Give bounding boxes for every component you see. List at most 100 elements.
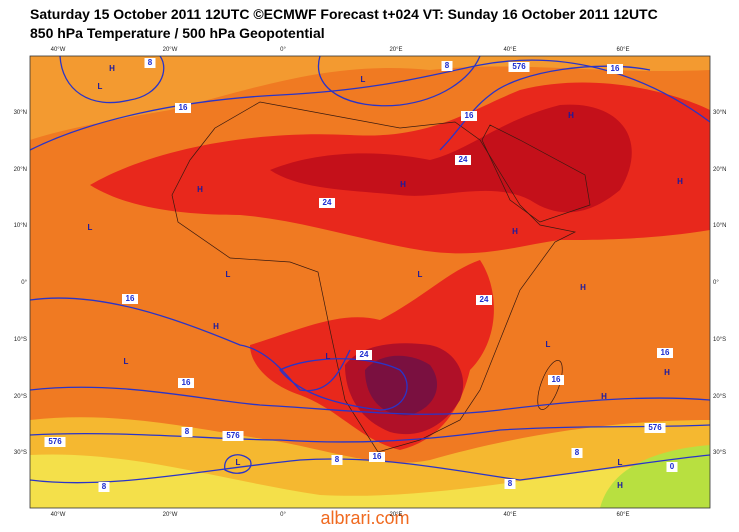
longitude-label: 20°E <box>389 512 402 518</box>
contour-label-box <box>356 350 372 360</box>
contour-label-box <box>508 62 530 72</box>
longitude-label: 0° <box>280 512 286 518</box>
contour-label: 24 <box>323 198 332 207</box>
warm-band <box>30 56 710 140</box>
contour-label: 16 <box>126 294 135 303</box>
contour-label: 8 <box>185 427 190 436</box>
contour-label-box <box>476 295 492 305</box>
cold-southeast <box>600 445 710 508</box>
longitude-label: 40°E <box>503 512 516 518</box>
latitude-label: 20°S <box>14 394 27 400</box>
pressure-center: L <box>618 458 623 467</box>
latitude-label: 30°N <box>713 110 726 116</box>
longitude-label: 40°W <box>51 47 66 53</box>
contour-label: 576 <box>226 431 240 440</box>
watermark: albrari.com <box>320 508 409 527</box>
pressure-center: H <box>617 481 623 490</box>
pressure-center: L <box>98 82 103 91</box>
contour-label: 16 <box>373 452 382 461</box>
contour-label-box <box>178 378 194 388</box>
pressure-center: L <box>226 270 231 279</box>
hotter-sahara <box>270 104 632 213</box>
contour-line <box>59 56 165 104</box>
pressure-center: H <box>197 185 203 194</box>
contour-label-box <box>222 431 244 441</box>
contour-label-box <box>44 437 66 447</box>
pressure-center: H <box>664 368 670 377</box>
pressure-center: L <box>418 270 423 279</box>
contour-label: 8 <box>102 482 107 491</box>
contour-label-box <box>644 423 666 433</box>
longitude-label: 20°W <box>163 47 178 53</box>
pressure-center: H <box>109 64 115 73</box>
hottest-south <box>365 355 438 416</box>
contour-label: 576 <box>48 437 62 446</box>
longitude-label: 40°E <box>503 47 516 53</box>
latitude-label: 10°N <box>713 223 726 229</box>
contour-label: 8 <box>445 61 450 70</box>
pressure-center: L <box>546 340 551 349</box>
cooler-south <box>30 454 710 508</box>
longitude-label: 60°E <box>616 512 629 518</box>
pressure-center: H <box>213 322 219 331</box>
pressure-center: H <box>512 227 518 236</box>
contour-label-box <box>571 448 583 458</box>
pressure-center: L <box>236 458 241 467</box>
contour-label: 8 <box>508 479 513 488</box>
title: Saturday 15 October 2011 12UTC ©ECMWF Fo… <box>30 6 658 22</box>
latitude-label: 10°S <box>713 337 726 343</box>
contour-label-box <box>331 455 343 465</box>
contour-label: 0 <box>670 462 675 471</box>
contour-label: 16 <box>552 375 561 384</box>
contour-line <box>30 424 710 443</box>
contour-label-box <box>548 375 564 385</box>
contour-label: 24 <box>360 350 369 359</box>
contour-line <box>30 454 710 484</box>
contour-line <box>224 454 252 474</box>
map-field <box>30 56 710 508</box>
contour-label: 16 <box>611 64 620 73</box>
contour-line <box>278 358 408 411</box>
contour-label: 576 <box>512 62 526 71</box>
coastline <box>537 360 563 410</box>
contour-line <box>317 56 481 107</box>
coastline <box>171 101 577 453</box>
latitude-label: 0° <box>713 280 719 286</box>
contour-line <box>30 386 710 415</box>
pressure-center: H <box>400 180 406 189</box>
pressure-center: L <box>124 357 129 366</box>
latitude-label: 20°N <box>14 167 27 173</box>
longitude-label: 40°W <box>51 512 66 518</box>
contour-label-box <box>461 111 477 121</box>
contour-label: 8 <box>335 455 340 464</box>
contour-label-box <box>181 427 193 437</box>
pressure-center: H <box>568 111 574 120</box>
contour-label-box <box>607 64 623 74</box>
contour-label: 8 <box>575 448 580 457</box>
contour-line <box>30 59 710 151</box>
contour-label-box <box>144 58 156 68</box>
contour-label-box <box>657 348 673 358</box>
contour-label-box <box>319 198 335 208</box>
contour-line <box>30 297 351 392</box>
latitude-label: 10°N <box>14 223 27 229</box>
subtitle: 850 hPa Temperature / 500 hPa Geopotenti… <box>30 25 325 41</box>
longitude-label: 0° <box>280 47 286 53</box>
latitude-label: 10°S <box>14 337 27 343</box>
contour-label: 16 <box>182 378 191 387</box>
pressure-center: L <box>361 75 366 84</box>
contour-label: 8 <box>148 58 153 67</box>
contour-label: 16 <box>661 348 670 357</box>
latitude-label: 0° <box>21 280 27 286</box>
longitude-label: 60°E <box>616 47 629 53</box>
map-frame <box>29 55 711 509</box>
pressure-center: L <box>326 352 331 361</box>
latitude-label: 30°S <box>713 450 726 456</box>
contour-label-box <box>455 155 471 165</box>
pressure-center: L <box>88 223 93 232</box>
longitude-label: 20°E <box>389 47 402 53</box>
latitude-label: 30°N <box>14 110 27 116</box>
longitude-label: 20°W <box>163 512 178 518</box>
pressure-center: H <box>677 177 683 186</box>
